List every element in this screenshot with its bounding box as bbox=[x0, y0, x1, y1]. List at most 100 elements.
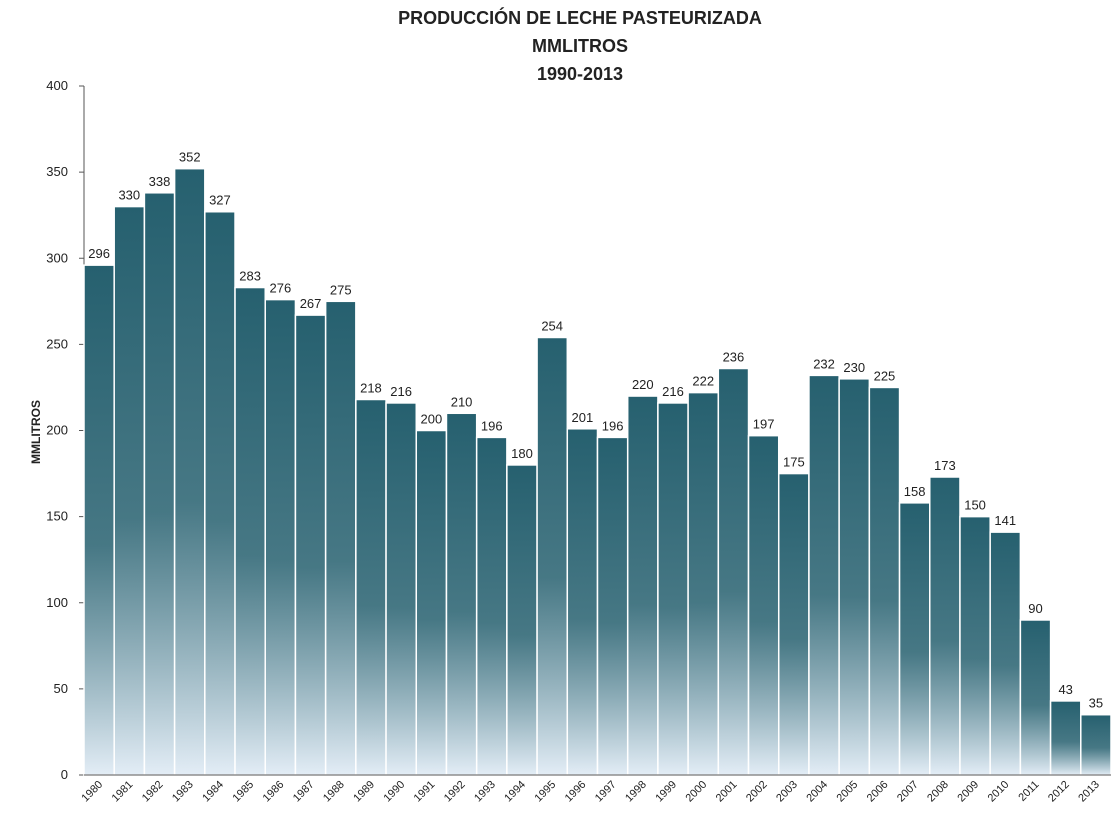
bar bbox=[264, 298, 297, 776]
data-label: 196 bbox=[481, 418, 503, 433]
data-label: 150 bbox=[964, 498, 986, 513]
bar bbox=[596, 436, 629, 776]
bar bbox=[989, 531, 1022, 776]
x-tick-label: 1984 bbox=[200, 779, 226, 805]
y-tick-label: 400 bbox=[46, 78, 68, 93]
x-tick-label: 2000 bbox=[684, 779, 710, 805]
data-label: 222 bbox=[692, 374, 714, 389]
x-tick-label: 1993 bbox=[472, 779, 498, 805]
bar bbox=[717, 367, 750, 776]
y-axis-label: MMLITROS bbox=[29, 400, 43, 464]
data-label: 196 bbox=[602, 418, 624, 433]
data-label: 276 bbox=[269, 281, 291, 296]
data-label: 173 bbox=[934, 458, 956, 473]
bar bbox=[898, 502, 931, 776]
x-tick-label: 1989 bbox=[351, 779, 377, 805]
x-tick-label: 1980 bbox=[79, 779, 105, 805]
bar bbox=[475, 436, 508, 776]
x-tick-label: 2011 bbox=[1016, 779, 1041, 804]
bar bbox=[566, 428, 599, 776]
x-tick-label: 1997 bbox=[593, 779, 619, 805]
x-tick-label: 2004 bbox=[804, 779, 830, 805]
data-label: 283 bbox=[239, 269, 261, 284]
x-tick-label: 1994 bbox=[502, 779, 528, 805]
data-label: 200 bbox=[421, 412, 443, 427]
data-label: 35 bbox=[1089, 696, 1103, 711]
data-label: 197 bbox=[753, 417, 775, 432]
data-label: 218 bbox=[360, 380, 382, 395]
x-tick-label: 1988 bbox=[321, 779, 347, 805]
x-tick-label: 1986 bbox=[261, 779, 287, 805]
y-tick-label: 350 bbox=[46, 164, 68, 179]
bar bbox=[173, 167, 206, 776]
chart-subtitle: MMLITROS bbox=[532, 36, 628, 56]
x-tick-label: 1998 bbox=[623, 779, 649, 805]
bar bbox=[113, 205, 146, 776]
bar bbox=[355, 398, 387, 776]
bar bbox=[1019, 619, 1052, 776]
data-label: 220 bbox=[632, 377, 654, 392]
chart-title: PRODUCCIÓN DE LECHE PASTEURIZADA bbox=[398, 7, 762, 28]
y-tick-label: 50 bbox=[54, 681, 68, 696]
bar bbox=[536, 336, 569, 776]
data-label: 43 bbox=[1058, 682, 1072, 697]
data-label: 296 bbox=[88, 246, 110, 261]
data-label: 90 bbox=[1028, 601, 1042, 616]
bar bbox=[415, 429, 448, 776]
chart-period: 1990-2013 bbox=[537, 64, 623, 84]
bar bbox=[838, 378, 871, 776]
data-label: 158 bbox=[904, 484, 926, 499]
data-label: 254 bbox=[541, 318, 563, 333]
x-tick-label: 2013 bbox=[1076, 779, 1102, 805]
x-tick-label: 2009 bbox=[955, 779, 981, 805]
bar bbox=[324, 300, 357, 776]
bar bbox=[1080, 713, 1112, 776]
x-tick-label: 2010 bbox=[986, 779, 1012, 805]
x-tick-label: 1985 bbox=[230, 779, 256, 805]
x-tick-label: 2008 bbox=[925, 779, 951, 805]
data-label: 330 bbox=[118, 188, 140, 203]
bar bbox=[687, 391, 720, 776]
y-tick-label: 0 bbox=[61, 767, 68, 782]
x-tick-label: 1995 bbox=[533, 779, 559, 805]
data-label: 210 bbox=[451, 394, 473, 409]
x-tick-label: 2006 bbox=[865, 779, 891, 805]
bar bbox=[1049, 700, 1082, 776]
data-label: 267 bbox=[300, 296, 322, 311]
data-label: 327 bbox=[209, 193, 231, 208]
x-tick-label: 1990 bbox=[381, 779, 407, 805]
bar bbox=[777, 472, 810, 776]
bar bbox=[626, 395, 659, 776]
data-label: 141 bbox=[994, 513, 1016, 528]
data-label: 180 bbox=[511, 446, 533, 461]
bar bbox=[506, 464, 538, 776]
bar bbox=[959, 515, 991, 776]
bar bbox=[143, 192, 176, 776]
bar bbox=[234, 286, 266, 776]
bar bbox=[445, 412, 478, 776]
x-tick-label: 1992 bbox=[442, 779, 468, 805]
x-tick-label: 2005 bbox=[835, 779, 861, 805]
y-tick-label: 300 bbox=[46, 250, 68, 265]
data-label: 175 bbox=[783, 455, 805, 470]
data-label: 201 bbox=[572, 410, 594, 425]
x-tick-label: 2012 bbox=[1046, 779, 1072, 805]
x-tick-label: 1987 bbox=[291, 779, 317, 805]
data-label: 236 bbox=[723, 349, 745, 364]
data-label: 225 bbox=[874, 368, 896, 383]
bar bbox=[83, 264, 115, 776]
bar bbox=[929, 476, 961, 776]
data-label: 232 bbox=[813, 356, 835, 371]
data-label: 352 bbox=[179, 150, 201, 165]
x-tick-label: 1983 bbox=[170, 779, 196, 805]
y-tick-label: 100 bbox=[46, 595, 68, 610]
x-tick-label: 1999 bbox=[653, 779, 679, 805]
data-label: 216 bbox=[662, 384, 684, 399]
x-tick-label: 2003 bbox=[774, 779, 800, 805]
y-tick-label: 200 bbox=[46, 423, 68, 438]
data-label: 275 bbox=[330, 282, 352, 297]
bar bbox=[204, 210, 236, 776]
bar bbox=[657, 402, 689, 776]
x-tick-label: 2007 bbox=[895, 779, 921, 805]
